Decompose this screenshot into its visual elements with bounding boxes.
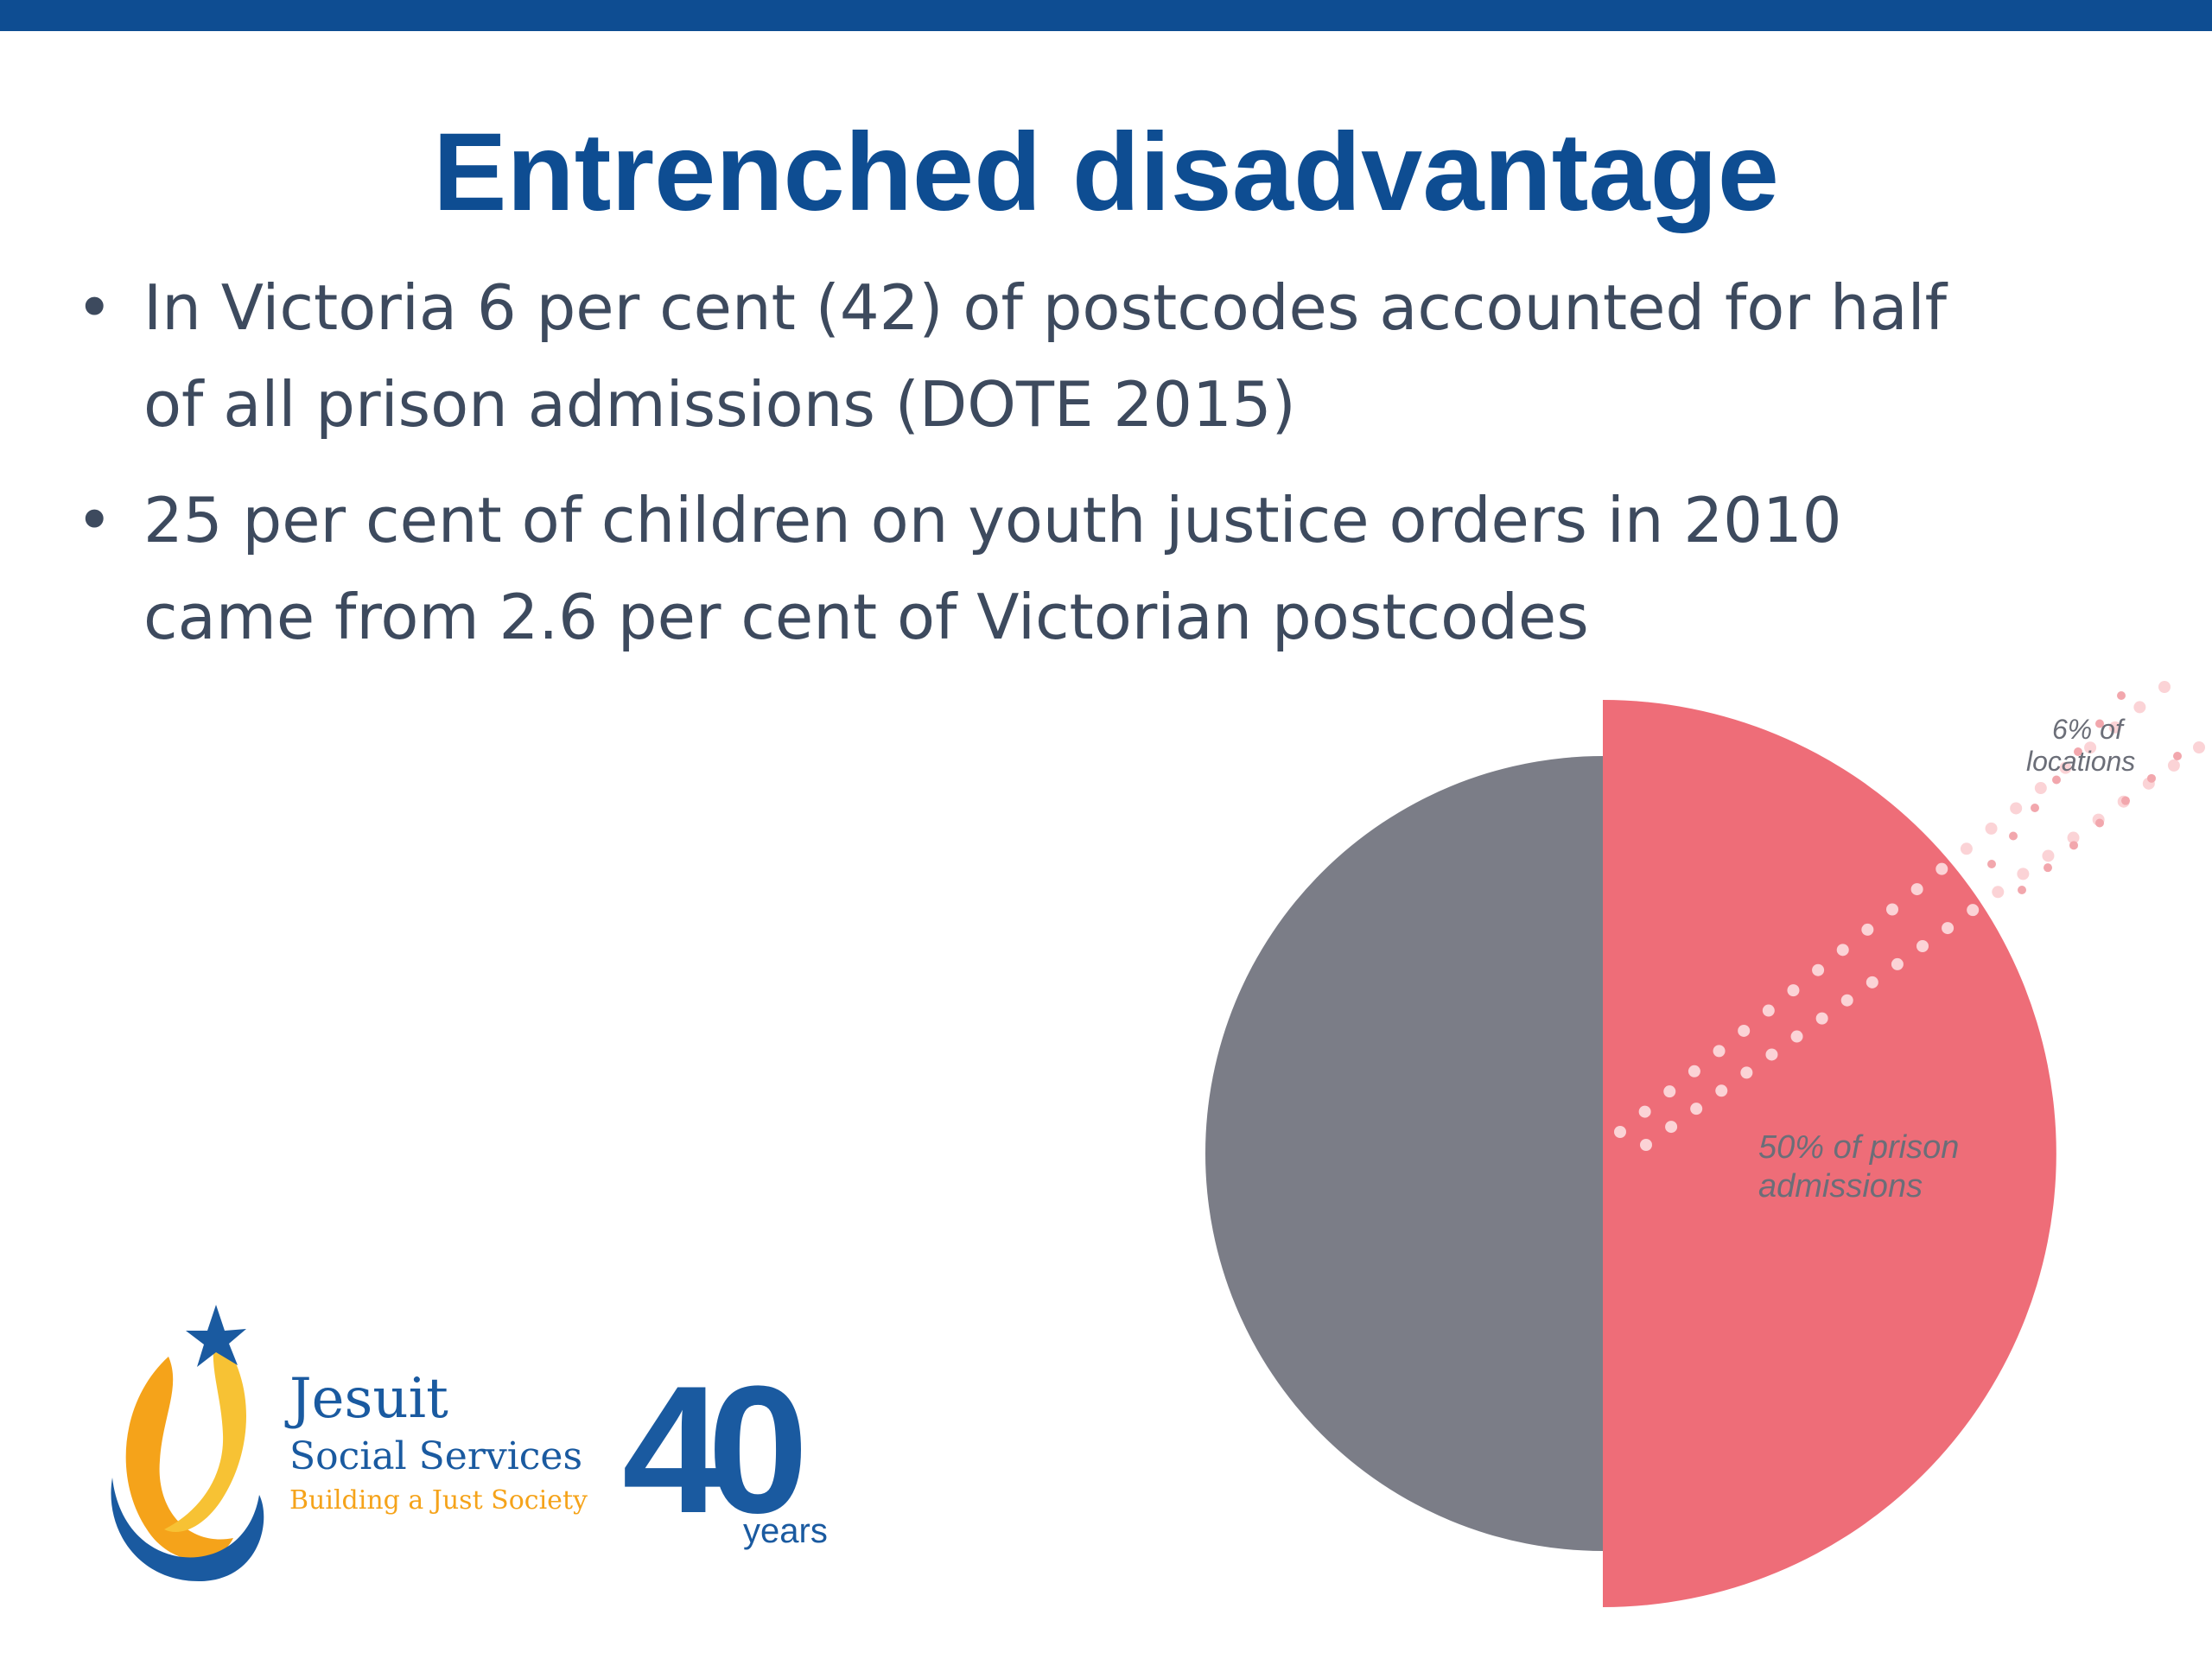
pointer-dot [1815,1012,1828,1025]
pointer-dot [2031,804,2039,812]
pointer-dot [1690,1103,1703,1116]
pointer-dot [2067,831,2080,844]
pie-chart: 6% of locations 50% of prison admissions [1141,674,2212,1659]
pointer-dot [2167,759,2180,772]
pointer-dot [2069,841,2078,850]
pointer-dot [1663,1085,1676,1098]
pointer-dot [2010,802,2023,815]
bullet-list: • In Victoria 6 per cent (42) of postcod… [69,259,1970,684]
bullet-text-2: 25 per cent of children on youth justice… [143,484,1842,653]
bullet-dot: • [76,271,113,344]
pointer-dot [1936,862,1948,875]
bullet-text-1: In Victoria 6 per cent (42) of postcodes… [143,271,1947,441]
pointer-dot [1640,1139,1652,1151]
pointer-dot [1836,944,1849,957]
logo-org-line1: Jesuit [284,1367,448,1431]
pointer-dot [1638,1105,1651,1118]
pointer-dot [1861,923,1874,936]
pointer-dot [2121,796,2130,805]
pointer-dot [2108,721,2121,734]
pointer-dot [1886,903,1898,916]
jesuit-social-services-logo: Jesuit Social Services Building a Just S… [86,1305,881,1599]
pointer-dot [1787,984,1800,997]
pointer-dot [2034,782,2047,795]
pointer-dot [2018,886,2026,894]
flame-emblem-icon [111,1305,264,1581]
pointer-dot [1715,1084,1728,1097]
pie-slice-other [1205,756,1603,1551]
pointer-dot [2042,849,2055,862]
anniversary-word: years [743,1512,828,1550]
pie-chart-svg: 6% of locations 50% of prison admissions [1205,681,2205,1607]
pointer-dot [1985,822,1998,835]
pointer-dot [1967,904,1980,917]
pointer-dot [1916,940,1929,952]
pointer-dot [1891,957,1904,970]
pointer-dot [1992,886,2005,899]
anniversary-number: 40 [622,1348,802,1551]
pointer-dot [1738,1024,1751,1037]
pie-label-locations-line2: locations [2026,746,2135,777]
pointer-dot [2052,775,2061,785]
logo-tagline: Building a Just Society [289,1485,588,1516]
pointer-dot [2009,831,2018,841]
pointer-dot [1942,922,1955,935]
pointer-dot [1790,1030,1803,1043]
dotted-pointer [1614,681,2205,1151]
pie-label-admissions-line2: admissions [1758,1168,1923,1205]
pointer-dot [2095,719,2104,728]
bullet-item-2: • 25 per cent of children on youth justi… [69,472,1970,665]
logo-org-line2: Social Services [289,1434,582,1478]
pointer-dot [2044,863,2052,873]
logo-svg: Jesuit Social Services Building a Just S… [111,1305,828,1581]
bullet-item-1: • In Victoria 6 per cent (42) of postcod… [69,259,1970,453]
pointer-dot [1614,1126,1626,1138]
pointer-dot [2084,741,2097,754]
pointer-dot [2173,752,2182,760]
pointer-dot [1713,1045,1726,1058]
pointer-dot [2158,681,2171,693]
pointer-dot [1840,994,1853,1007]
pointer-dot [1762,1004,1775,1017]
pointer-dot [1688,1065,1700,1077]
pointer-dot [2147,773,2156,783]
top-accent-bar [0,0,2212,31]
slide-title: Entrenched disadvantage [433,111,1779,234]
pie-label-admissions-line1: 50% of prison [1758,1129,1959,1166]
pointer-dot [2133,701,2146,714]
pointer-dot [1740,1066,1753,1079]
pie-label-locations-line1: 6% of [2052,714,2126,745]
pointer-dot [2074,747,2082,756]
pointer-dot [1866,976,1878,988]
pointer-dot [1987,860,1996,868]
pointer-dot [2095,818,2104,828]
pointer-dot [1765,1048,1778,1061]
pointer-dot [2117,691,2126,700]
pointer-dot [2017,868,2030,880]
pointer-dot [1960,842,1973,855]
pointer-dot [2193,741,2205,753]
pointer-dot [1910,883,1923,896]
pointer-dot [1665,1121,1678,1134]
pointer-dot [1812,963,1825,976]
pointer-dot [2059,761,2072,774]
bullet-dot: • [76,484,113,556]
